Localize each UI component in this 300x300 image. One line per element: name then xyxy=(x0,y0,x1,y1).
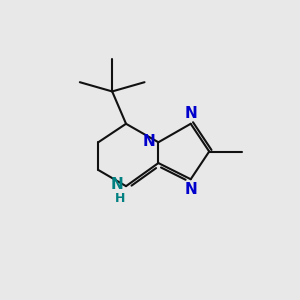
Text: N: N xyxy=(142,134,155,148)
Text: N: N xyxy=(184,106,197,122)
Text: H: H xyxy=(115,192,125,206)
Text: N: N xyxy=(184,182,197,196)
Text: N: N xyxy=(111,178,124,193)
